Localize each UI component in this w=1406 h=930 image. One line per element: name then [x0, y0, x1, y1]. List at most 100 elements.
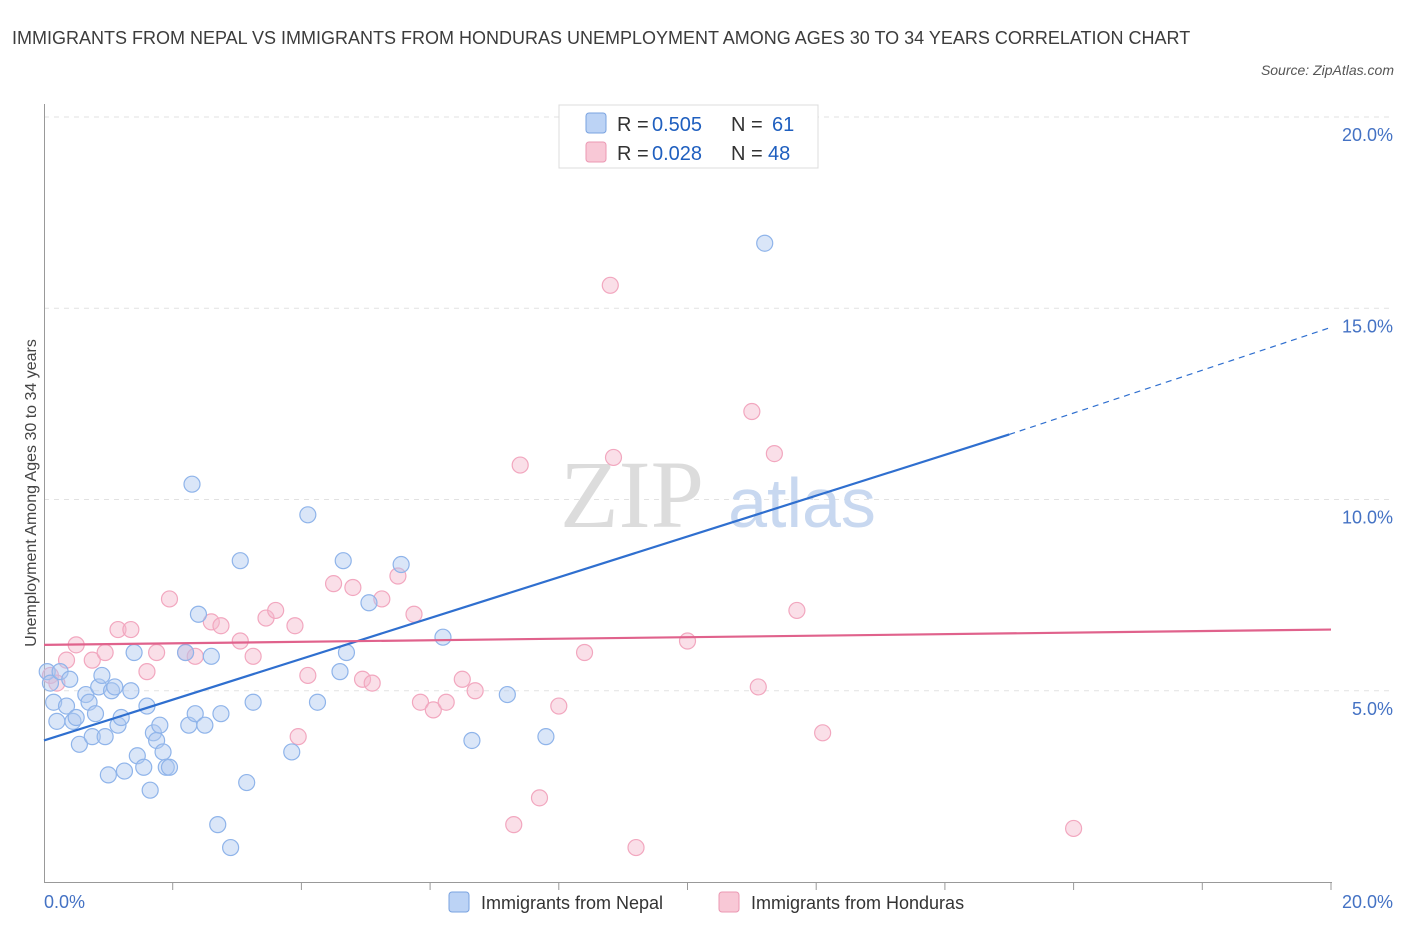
honduras-point-48: [1064, 819, 1083, 838]
nepal-point-54: [360, 594, 378, 612]
nepal-n-value: 61: [772, 114, 794, 136]
nepal-point-57: [463, 731, 481, 750]
nepal-trend-line: [43, 433, 1010, 742]
nepal-point-48: [283, 743, 301, 761]
nepal-point-58: [498, 685, 516, 704]
y-axis-label: Unemployment Among Ages 30 to 34 years: [23, 339, 40, 647]
y-tick-label: 15.0%: [1342, 316, 1393, 336]
honduras-point-25: [363, 674, 381, 692]
nepal-point-52: [334, 552, 352, 570]
honduras-point-28: [405, 605, 423, 623]
honduras-point-37: [550, 697, 568, 715]
chart-source: Source: ZipAtlas.com: [1260, 62, 1394, 78]
honduras-point-4: [83, 651, 101, 669]
honduras-point-14: [212, 617, 230, 635]
nepal-point-19: [106, 678, 124, 696]
nepal-point-13: [86, 705, 105, 723]
honduras-point-32: [453, 670, 471, 688]
honduras-point-16: [244, 647, 262, 665]
nepal-point-15: [93, 666, 111, 685]
legend-label-honduras: Immigrants from Honduras: [751, 893, 964, 913]
y-tick-label: 5.0%: [1352, 699, 1393, 719]
nepal-point-56: [434, 628, 452, 646]
nepal-point-60: [756, 234, 774, 252]
nepal-point-49: [299, 506, 317, 524]
nepal-point-26: [135, 758, 153, 776]
x-tick-label: 20.0%: [1342, 892, 1393, 912]
nepal-point-22: [115, 762, 134, 780]
nepal-point-34: [160, 758, 179, 776]
honduras-points: [41, 276, 1083, 857]
nepal-point-28: [141, 781, 159, 799]
nepal-point-24: [125, 643, 143, 662]
nepal-point-1: [41, 674, 60, 692]
nepal-point-41: [202, 647, 220, 665]
y-tick-label: 10.0%: [1342, 508, 1393, 528]
series-legend: Immigrants from Nepal Immigrants from Ho…: [448, 891, 964, 913]
chart-title: IMMIGRANTS FROM NEPAL VS IMMIGRANTS FROM…: [12, 28, 1191, 48]
honduras-point-20: [289, 728, 307, 746]
honduras-point-18: [267, 601, 285, 620]
nepal-stats-swatch: [585, 112, 607, 134]
honduras-point-43: [743, 402, 761, 421]
honduras-point-13: [202, 613, 220, 631]
honduras-n-value: 48: [768, 143, 790, 165]
nepal-point-39: [189, 605, 208, 623]
nepal-trend-extension: [1009, 326, 1332, 436]
nepal-point-9: [70, 735, 88, 753]
nepal-point-17: [99, 766, 117, 784]
nepal-point-40: [196, 716, 214, 734]
honduras-point-30: [424, 701, 442, 719]
gridlines: [44, 116, 1394, 692]
nepal-point-37: [183, 475, 201, 493]
honduras-n-label: N =: [731, 143, 763, 165]
honduras-point-35: [511, 456, 529, 474]
nepal-point-32: [154, 743, 172, 761]
x-ticks: [172, 882, 1332, 890]
honduras-point-40: [604, 448, 623, 467]
x-tick-labels: 0.0% 20.0%: [44, 892, 1393, 912]
legend-swatch-honduras: [718, 891, 740, 913]
nepal-point-2: [45, 693, 63, 711]
nepal-point-46: [238, 773, 256, 792]
legend-label-nepal: Immigrants from Nepal: [481, 893, 663, 913]
nepal-point-38: [186, 705, 204, 723]
honduras-point-22: [324, 575, 343, 593]
honduras-point-38: [575, 643, 594, 662]
x-tick-label: 0.0%: [44, 892, 85, 912]
nepal-point-35: [176, 643, 195, 662]
honduras-point-34: [505, 816, 523, 834]
nepal-point-8: [67, 708, 85, 727]
honduras-stats-swatch: [585, 141, 607, 163]
honduras-point-9: [148, 643, 166, 662]
honduras-point-47: [814, 724, 832, 742]
nepal-point-16: [96, 728, 114, 746]
nepal-r-label: R =: [617, 114, 649, 136]
honduras-point-41: [627, 838, 645, 857]
honduras-point-7: [122, 620, 140, 639]
y-tick-labels: 5.0% 10.0% 15.0% 20.0%: [1342, 125, 1393, 719]
nepal-point-42: [209, 816, 227, 834]
honduras-point-45: [765, 445, 783, 463]
honduras-point-21: [299, 666, 317, 685]
honduras-point-36: [530, 789, 549, 807]
honduras-point-5: [96, 643, 114, 662]
honduras-point-19: [286, 617, 304, 635]
trend-lines: [43, 326, 1332, 742]
nepal-point-3: [48, 712, 66, 730]
watermark-atlas: atlas: [728, 464, 876, 542]
nepal-point-43: [212, 705, 230, 723]
nepal-point-6: [61, 670, 79, 688]
honduras-r-value: 0.028: [652, 143, 702, 165]
stats-legend: R = 0.505 N = 61 R = 0.028 N = 48: [558, 104, 819, 169]
nepal-r-value: 0.505: [652, 114, 702, 136]
honduras-r-label: R =: [617, 143, 649, 165]
watermark-zip: ZIP: [560, 441, 704, 548]
honduras-point-39: [601, 276, 619, 294]
honduras-point-6: [109, 620, 127, 639]
honduras-point-26: [373, 590, 391, 608]
honduras-point-31: [437, 693, 455, 711]
nepal-n-label: N =: [731, 114, 763, 136]
honduras-point-42: [678, 632, 697, 650]
